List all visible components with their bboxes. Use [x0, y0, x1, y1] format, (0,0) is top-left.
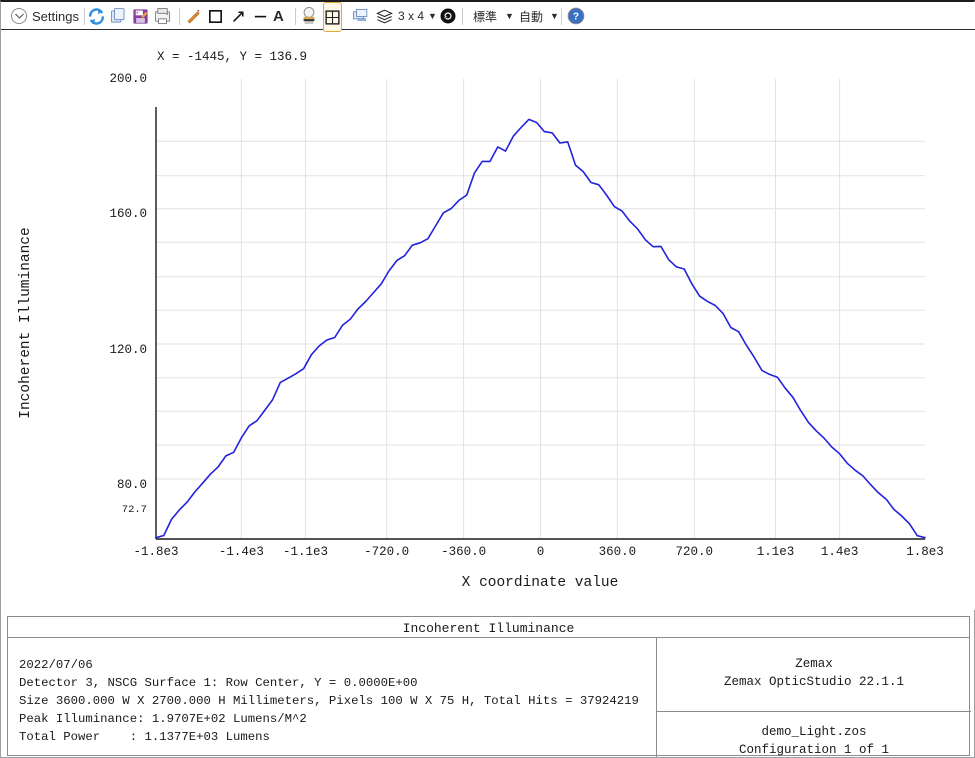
svg-text:?: ?	[573, 12, 579, 23]
